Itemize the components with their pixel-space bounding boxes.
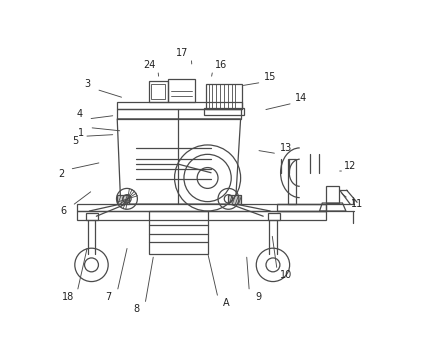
Bar — [151, 84, 165, 99]
Bar — [206, 84, 242, 109]
Text: 12: 12 — [344, 161, 356, 171]
Bar — [77, 211, 326, 220]
Text: 10: 10 — [280, 270, 292, 280]
Bar — [148, 211, 208, 254]
Bar — [204, 109, 244, 116]
Bar — [117, 102, 242, 109]
Text: 7: 7 — [105, 292, 112, 302]
Polygon shape — [229, 195, 241, 204]
Bar — [268, 214, 280, 220]
Text: 13: 13 — [280, 143, 292, 154]
Text: 16: 16 — [215, 60, 228, 70]
Text: 14: 14 — [295, 93, 307, 103]
Bar — [148, 81, 167, 102]
Text: 5: 5 — [72, 136, 78, 147]
Text: 11: 11 — [351, 199, 363, 209]
Text: 6: 6 — [60, 206, 66, 216]
Bar — [326, 186, 339, 203]
Text: 2: 2 — [58, 170, 64, 179]
Bar — [86, 214, 98, 220]
Bar — [167, 79, 195, 102]
Text: 15: 15 — [264, 72, 276, 82]
Text: 9: 9 — [255, 292, 261, 302]
Text: 1: 1 — [78, 128, 84, 138]
Bar — [277, 204, 326, 211]
Polygon shape — [117, 195, 129, 204]
Text: 3: 3 — [85, 79, 91, 89]
Bar — [77, 204, 326, 211]
Text: 8: 8 — [133, 304, 140, 314]
Text: 24: 24 — [143, 60, 155, 70]
Bar — [288, 159, 296, 204]
Bar — [117, 109, 241, 119]
Text: 4: 4 — [77, 109, 83, 119]
Text: 17: 17 — [176, 48, 189, 58]
Text: 18: 18 — [62, 292, 75, 302]
Text: A: A — [223, 298, 230, 308]
